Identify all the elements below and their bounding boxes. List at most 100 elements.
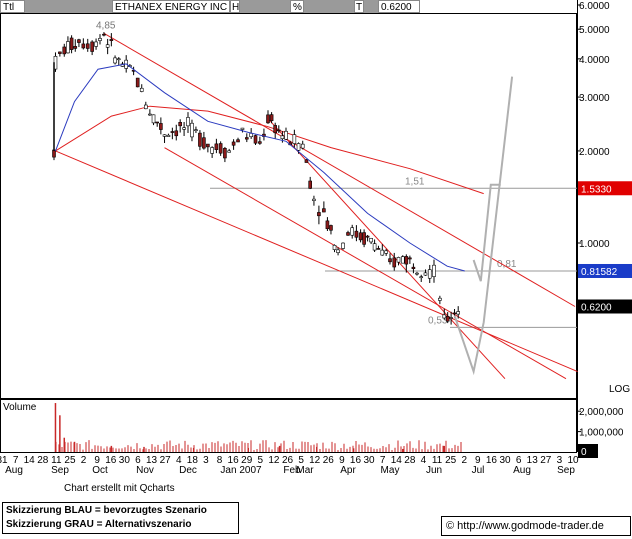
x-day-label: 9: [475, 455, 481, 466]
candle-body: [218, 143, 223, 154]
header-gray-3: [304, 0, 354, 13]
scenario-legend: Skizzierung BLAU = bevorzugtes Szenario …: [2, 502, 239, 534]
candle-body: [332, 244, 337, 250]
candle-body: [182, 127, 186, 130]
candle-body: [85, 43, 90, 49]
x-day-label: 27: [160, 455, 172, 466]
candle-body: [438, 297, 442, 301]
candle-body: [452, 312, 457, 315]
header-cell-price: 0.6200: [378, 0, 420, 13]
candle-body: [449, 317, 453, 319]
x-month-label: Feb: [283, 465, 301, 476]
price-chart: 6.0000 5.0000 4.0000 3.0000 2.0000 1.0000 LOG 1…: [0, 0, 632, 476]
candle-body: [396, 257, 401, 263]
candle-body: [198, 132, 202, 147]
x-day-label: 31: [0, 455, 8, 466]
x-day-label: 30: [364, 455, 376, 466]
x-day-label: 11: [51, 455, 62, 466]
candle-body: [322, 208, 326, 213]
trendline: [164, 147, 567, 380]
candle-body: [380, 249, 385, 256]
candle-body: [341, 242, 345, 249]
x-month-label: Oct: [92, 465, 108, 476]
candle-body: [300, 143, 305, 149]
candle-body: [206, 143, 210, 148]
x-day-label: 4: [176, 455, 182, 466]
candle-body: [202, 137, 206, 149]
y-tick-label: 5.0000: [579, 25, 610, 36]
log-scale-label: LOG: [609, 384, 630, 395]
x-day-label: 13: [527, 455, 539, 466]
candle-body: [404, 256, 409, 265]
candle-body: [52, 149, 56, 158]
trendline: [103, 32, 576, 307]
x-day-label: 2: [461, 455, 467, 466]
price-panel-frame: [0, 13, 577, 399]
candle-body: [423, 272, 428, 276]
x-month-label: Mar: [296, 465, 314, 476]
candle-body: [81, 43, 86, 49]
x-day-label: 29: [241, 455, 253, 466]
x-day-label: 3: [557, 455, 563, 466]
candle-body: [62, 46, 67, 55]
candle-body: [245, 137, 249, 140]
x-day-label: 14: [24, 455, 36, 466]
candle-body: [223, 148, 227, 159]
candle-body: [90, 41, 94, 52]
candle-body: [116, 58, 121, 61]
legend-gray: Skizzierung GRAU = Alternativszenario: [6, 519, 192, 530]
candle-body: [411, 266, 416, 269]
candle-body: [273, 125, 278, 134]
candle-body: [276, 129, 281, 132]
header-cell-h: H: [230, 0, 240, 13]
candle-body: [98, 38, 102, 41]
candle-body: [325, 220, 330, 230]
credit-link[interactable]: © http://www.godmode-trader.de: [441, 516, 631, 536]
x-day-label: 26: [323, 455, 335, 466]
header-cell-title: ETHANEX ENERGY INC: [112, 0, 230, 13]
x-day-label: 5: [298, 455, 304, 466]
trendline: [267, 118, 506, 380]
candle-body: [280, 135, 285, 140]
x-month-label: May: [381, 465, 400, 476]
x-day-label: 28: [37, 455, 49, 466]
candle-body: [408, 257, 412, 260]
axis-box-resistance-bg: [578, 181, 632, 196]
x-day-label: 3: [203, 455, 209, 466]
candle-body: [419, 276, 424, 279]
x-day-label: 4: [421, 455, 427, 466]
candle-body: [284, 130, 288, 140]
candle-body: [258, 141, 262, 144]
header-gray-1: [25, 0, 112, 13]
candle-body: [194, 129, 198, 131]
candle-body: [432, 264, 436, 277]
x-day-label: 16: [350, 455, 362, 466]
x-day-label: 5: [258, 455, 264, 466]
y-tick-label: 3.0000: [579, 93, 610, 104]
candle-body: [148, 113, 152, 116]
x-day-label: 30: [499, 455, 511, 466]
candle-body: [296, 143, 301, 151]
chart-header: Ttl ETHANEX ENERGY INC H % T 0.6200: [0, 0, 577, 13]
candle-body: [155, 121, 159, 124]
legend-blue: Skizzierung BLAU = bevorzugtes Szenario: [6, 505, 207, 516]
header-gray-2: [240, 0, 290, 13]
x-day-label: 7: [380, 455, 386, 466]
x-day-label: 14: [391, 455, 403, 466]
candle-body: [249, 133, 253, 138]
x-day-label: 18: [187, 455, 199, 466]
x-month-label: Nov: [136, 465, 154, 476]
candle-body: [66, 41, 70, 54]
candle-body: [369, 238, 373, 243]
candle-body: [376, 248, 381, 250]
candle-body: [139, 87, 144, 92]
y-tick-label: 4.0000: [579, 55, 610, 66]
candle-body: [365, 235, 370, 238]
candle-body: [210, 147, 214, 154]
candle-body: [214, 143, 219, 150]
candle-body: [392, 257, 397, 268]
x-day-label: 26: [282, 455, 294, 466]
x-day-label: 6: [135, 455, 141, 466]
volume-tick-label: 1,000,000: [579, 428, 624, 439]
candle-body: [362, 232, 366, 245]
